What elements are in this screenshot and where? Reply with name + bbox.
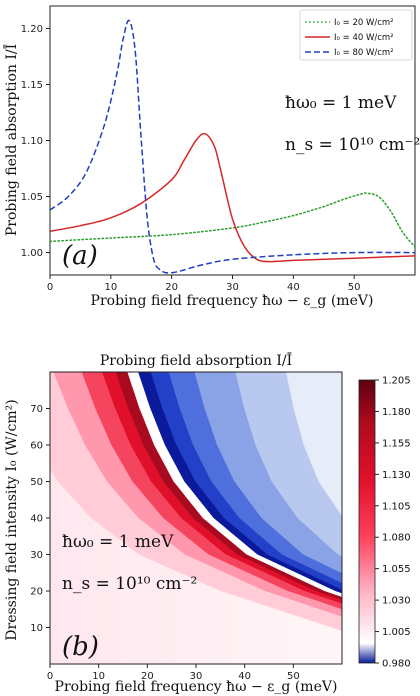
band-blue-5 (138, 372, 342, 594)
panel-b-x-ticks: 0 10 20 30 40 50 (47, 664, 300, 682)
panel-b-annotation-density: n_s = 10¹⁰ cm⁻² (62, 574, 197, 594)
colorbar-tick-label: 1.080 (382, 533, 411, 544)
b-x-tick-label: 0 (47, 671, 53, 682)
panel-a-line-chart: 0 10 20 30 40 50 1.00 1.05 1.10 1.15 1.20 Probing… (2, 5, 420, 309)
panel-a-y-axis-label: Probing field absorption I/Ī (2, 44, 20, 236)
a-x-tick-label: 40 (287, 282, 300, 293)
panel-b-y-ticks: 10 20 30 40 50 60 70 (30, 404, 50, 634)
a-x-tick-label: 50 (348, 282, 361, 293)
b-x-tick-label: 30 (190, 671, 203, 682)
series-line-3 (50, 19, 415, 274)
band-blue-4 (140, 372, 342, 593)
legend-label-2: I₀ = 40 W/cm² (334, 33, 394, 43)
colorbar-ticks: 1.205 1.180 1.155 1.130 1.105 1.080 1.055 1.030… (375, 376, 411, 670)
heatmap-field (50, 372, 342, 664)
b-y-tick-label: 40 (30, 514, 43, 525)
colorbar-tick-label: 1.130 (382, 470, 411, 481)
colorbar-tick-label: 1.105 (382, 501, 411, 512)
b-x-tick-label: 40 (238, 671, 251, 682)
legend-box (299, 9, 413, 61)
a-y-tick-label: 1.05 (21, 192, 43, 203)
colorbar-tick-label: 1.055 (382, 564, 411, 575)
a-y-tick-label: 1.15 (21, 80, 43, 91)
a-x-tick-label: 0 (47, 282, 53, 293)
b-x-tick-label: 20 (141, 671, 154, 682)
b-y-tick-label: 60 (30, 441, 43, 452)
panel-a-label: (a) (62, 241, 98, 271)
colorbar-tick-label: 1.030 (382, 596, 411, 607)
a-y-tick-label: 1.20 (21, 24, 43, 35)
colorbar (358, 379, 376, 664)
a-y-tick-label: 1.10 (21, 136, 43, 147)
colorbar-tick-label: 1.155 (382, 438, 411, 449)
panel-b-label: (b) (62, 632, 99, 662)
panel-a-series (50, 19, 415, 274)
a-x-tick-label: 30 (226, 282, 239, 293)
colorbar-tick-label: 1.005 (382, 627, 411, 638)
panel-b-y-axis-label: Dressing field intensity I₀ (W/cm²) (4, 399, 20, 640)
b-y-tick-label: 50 (30, 477, 43, 488)
panel-b-x-axis-label: Probing field frequency ħω − ε_g (meV) (55, 679, 338, 695)
a-y-tick-label: 1.00 (21, 248, 43, 259)
colorbar-tick-label: 0.980 (382, 659, 411, 670)
panel-b-heatmap: Probing field absorption I/Ī 0 10 20 30 40 50… (4, 351, 411, 695)
b-x-tick-label: 10 (92, 671, 105, 682)
panel-b-annotation-omega: ħω₀ = 1 meV (62, 532, 174, 552)
panel-a-legend: I₀ = 20 W/cm² I₀ = 40 W/cm² I₀ = 80 W/cm² (299, 9, 413, 61)
b-y-tick-label: 70 (30, 404, 43, 415)
heatmap-contour-bands (50, 372, 342, 631)
b-y-tick-label: 20 (30, 587, 43, 598)
series-line-1 (50, 192, 415, 248)
colorbar-tick-label: 1.180 (382, 407, 411, 418)
panel-a-y-ticks: 1.00 1.05 1.10 1.15 1.20 (21, 24, 50, 259)
panel-a-annotation-omega: ħω₀ = 1 meV (285, 93, 397, 113)
panel-a-x-ticks: 0 10 20 30 40 50 (47, 275, 361, 293)
panel-a-annotation-density: n_s = 10¹⁰ cm⁻² (285, 135, 420, 155)
a-x-tick-label: 20 (165, 282, 178, 293)
b-x-tick-label: 50 (287, 671, 300, 682)
series-line-2 (50, 132, 415, 263)
panel-a-x-axis-label: Probing field frequency ħω − ε_g (meV) (91, 293, 374, 309)
b-y-tick-label: 30 (30, 550, 43, 561)
b-y-tick-label: 10 (30, 623, 43, 634)
a-x-tick-label: 10 (104, 282, 117, 293)
colorbar-tick-label: 1.205 (382, 376, 411, 387)
panel-b-title: Probing field absorption I/Ī (100, 351, 292, 369)
legend-label-3: I₀ = 80 W/cm² (334, 48, 394, 58)
legend-label-1: I₀ = 20 W/cm² (334, 18, 394, 28)
